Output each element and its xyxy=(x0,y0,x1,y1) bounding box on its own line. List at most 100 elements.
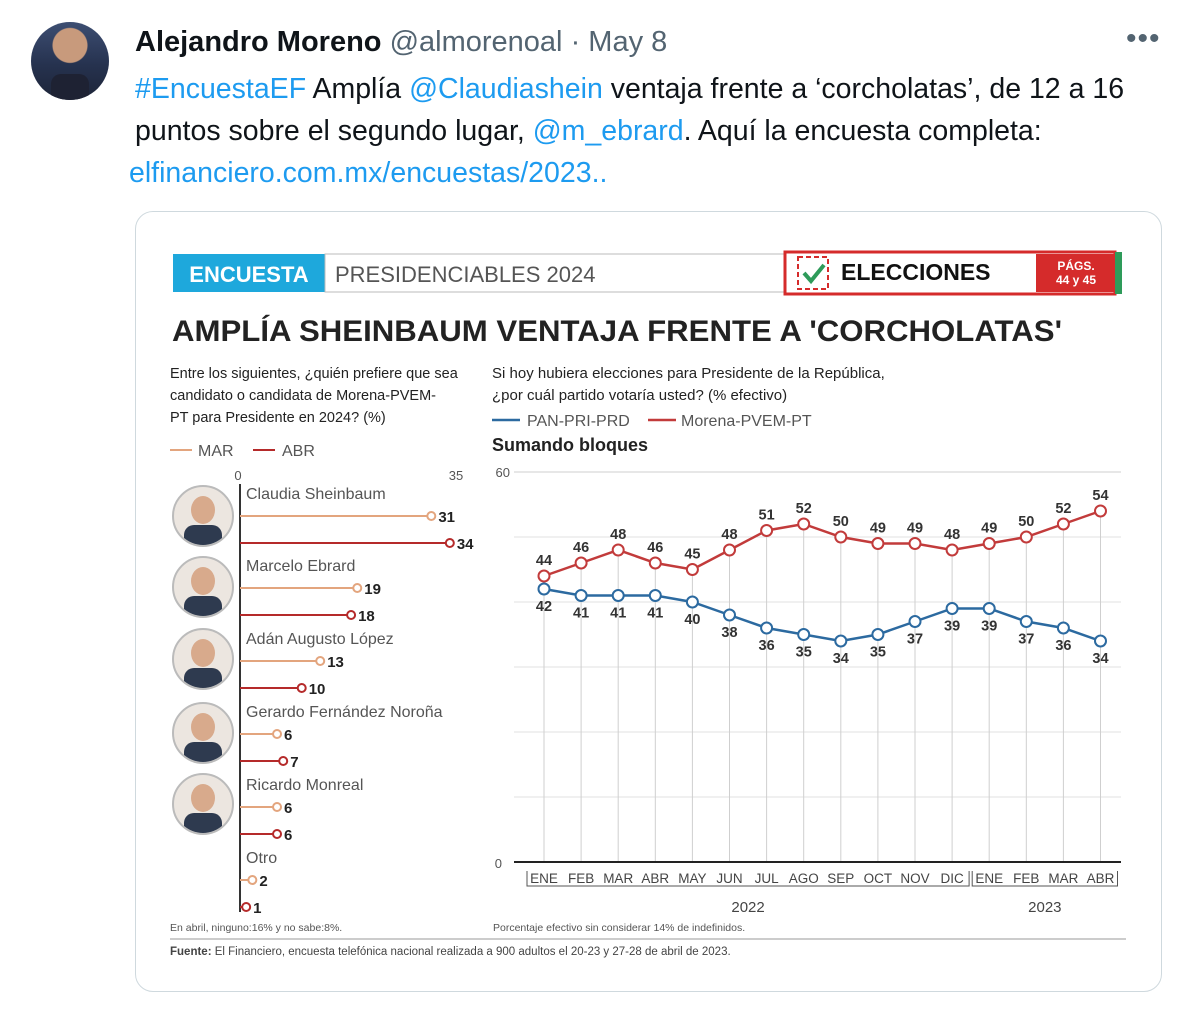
data-point xyxy=(982,537,996,550)
data-label: 36 xyxy=(759,638,775,654)
data-label: 49 xyxy=(907,521,923,537)
author-avatar[interactable] xyxy=(31,22,109,100)
data-label: 35 xyxy=(870,645,886,661)
data-point xyxy=(723,608,736,622)
data-label: 42 xyxy=(536,599,552,615)
data-point xyxy=(945,543,959,557)
source-text: El Financiero, encuesta telefónica nacio… xyxy=(212,946,731,958)
data-point xyxy=(1019,615,1033,628)
data-label: 46 xyxy=(647,540,663,556)
mention-link[interactable]: @m_ebrard xyxy=(532,115,684,147)
data-label: 44 xyxy=(536,553,552,569)
data-label: 41 xyxy=(647,606,663,622)
candidate-name: Gerardo Fernández Noroña xyxy=(246,704,443,721)
candidate-name: Claudia Sheinbaum xyxy=(246,486,386,503)
bar-value-label: 31 xyxy=(438,509,455,526)
data-label: 45 xyxy=(684,547,700,563)
month-label: AGO xyxy=(789,871,819,886)
data-point xyxy=(1019,530,1033,544)
data-point xyxy=(685,595,699,609)
tweet-date[interactable]: May 8 xyxy=(588,26,668,58)
data-label: 34 xyxy=(1092,651,1108,667)
tweet-text-part: . Aquí la encuesta completa: xyxy=(683,115,1042,147)
bar-end-marker xyxy=(426,511,437,521)
year-bracket xyxy=(526,871,970,887)
data-label: 40 xyxy=(684,612,700,628)
right-question-line: ¿por cuál partido votaría usted? (% efec… xyxy=(492,387,787,404)
data-point xyxy=(648,556,662,570)
month-label: MAR xyxy=(603,871,633,886)
data-label: 46 xyxy=(573,540,589,556)
data-label: 52 xyxy=(796,501,812,517)
data-point xyxy=(908,537,922,550)
data-point xyxy=(723,543,736,557)
data-point xyxy=(611,589,625,602)
bar-value-label: 10 xyxy=(309,681,326,698)
bar-end-marker xyxy=(296,683,307,693)
legend-abr: ABR xyxy=(282,443,315,460)
infographic: ENCUESTA PRESIDENCIABLES 2024 ELECCIONES… xyxy=(170,250,1126,958)
candidate-photo xyxy=(172,485,234,547)
data-label: 34 xyxy=(833,651,849,667)
series-line-morena-pvem-pt xyxy=(543,509,1101,578)
candidate-photo xyxy=(172,628,234,690)
article-link[interactable]: elfinanciero.com.mx/encuestas/2023.. xyxy=(129,157,608,189)
data-label: 36 xyxy=(1055,638,1071,654)
data-label: 37 xyxy=(907,632,923,648)
source-line: Fuente: El Financiero, encuesta telefóni… xyxy=(170,946,731,958)
month-label: NOV xyxy=(900,871,929,886)
data-point xyxy=(1094,634,1107,648)
data-label: 39 xyxy=(944,619,960,635)
data-label: 48 xyxy=(721,527,737,543)
mention-link[interactable]: @Claudiashein xyxy=(409,73,603,105)
data-label: 52 xyxy=(1055,501,1071,517)
line-chart-subtitle: Sumando bloques xyxy=(492,435,648,455)
more-horizontal-icon[interactable]: ••• xyxy=(1126,22,1161,55)
month-label: ENE xyxy=(530,871,558,886)
data-point xyxy=(871,537,885,550)
candidate-name: Adán Augusto López xyxy=(246,631,394,648)
left-question-line: Entre los siguientes, ¿quién prefiere qu… xyxy=(170,366,459,382)
bar-end-marker xyxy=(444,538,455,548)
data-point xyxy=(1056,517,1070,531)
bar-end-marker xyxy=(272,802,283,812)
data-label: 38 xyxy=(721,625,737,641)
month-label: MAR xyxy=(1048,871,1078,886)
header-separator: · xyxy=(570,26,581,58)
data-label: 50 xyxy=(833,514,849,530)
bar-value-label: 7 xyxy=(290,754,298,771)
green-edge xyxy=(1115,252,1122,294)
data-point xyxy=(537,582,551,596)
month-label: MAY xyxy=(678,871,706,886)
data-label: 37 xyxy=(1018,632,1034,648)
legend-red: Morena-PVEM-PT xyxy=(681,413,812,430)
month-label: FEB xyxy=(568,871,594,886)
bar-axis-tick: 0 xyxy=(234,468,241,483)
month-label: DIC xyxy=(940,871,964,886)
elecciones-label: ELECCIONES xyxy=(841,259,991,285)
data-point xyxy=(982,602,996,615)
bar-end-marker xyxy=(352,583,363,593)
data-point xyxy=(908,615,922,628)
author-handle[interactable]: @almorenoal xyxy=(389,26,563,58)
data-point xyxy=(537,569,551,583)
check-icon xyxy=(802,263,826,285)
data-label: 49 xyxy=(870,521,886,537)
data-point xyxy=(834,530,848,544)
data-point xyxy=(1094,504,1107,518)
media-card[interactable]: ENCUESTA PRESIDENCIABLES 2024 ELECCIONES… xyxy=(135,211,1162,992)
bar-value-label: 6 xyxy=(284,727,292,744)
headline: AMPLÍA SHEINBAUM VENTAJA FRENTE A 'CORCH… xyxy=(172,314,1062,348)
y-tick-bottom: 0 xyxy=(495,856,502,871)
hashtag-link[interactable]: #EncuestaEF xyxy=(135,73,307,105)
candidate-name: Otro xyxy=(246,850,277,867)
data-point xyxy=(797,628,811,641)
data-point xyxy=(760,621,774,635)
author-name[interactable]: Alejandro Moreno xyxy=(135,26,382,58)
bar-end-marker xyxy=(315,656,326,666)
series-line-pan-pri-prd xyxy=(543,587,1101,643)
encuesta-tag-bg xyxy=(173,254,325,292)
left-note: En abril, ninguno:16% y no sabe:8%. xyxy=(170,922,342,934)
year-bracket xyxy=(971,871,1118,887)
y-tick-top: 60 xyxy=(496,465,510,480)
